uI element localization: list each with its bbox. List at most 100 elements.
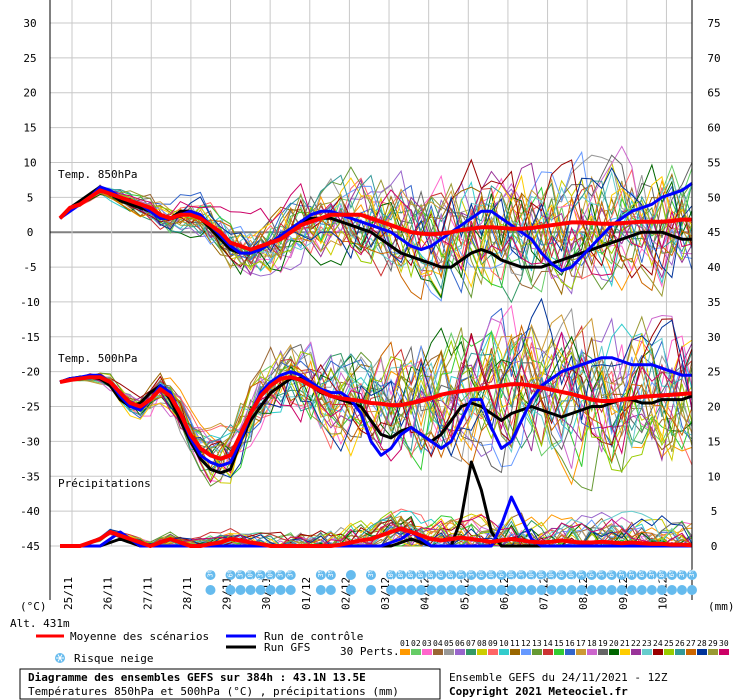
pert-swatch xyxy=(510,649,520,655)
pert-swatch xyxy=(697,649,707,655)
plot-background xyxy=(50,0,692,596)
snow-risk-marker xyxy=(466,570,477,580)
snow-risk-marker xyxy=(566,570,577,580)
snowflake-icon xyxy=(546,585,557,595)
snow-risk-marker xyxy=(616,570,627,580)
pert-swatch xyxy=(609,649,619,655)
snowflake-icon xyxy=(446,585,457,595)
snow-risk-marker xyxy=(676,570,687,580)
left-tick-label: -25 xyxy=(20,401,40,414)
left-unit-label: (°C) xyxy=(20,600,47,613)
snow-risk-marker xyxy=(345,570,356,580)
snow-risk-label: 3% xyxy=(618,568,626,577)
pert-number: 24 xyxy=(653,639,663,648)
legend-pert-numbers: 01 02 03 04 05 06 07 08 09 10 11 12 13 14 15 16 17 18 19 20… xyxy=(400,639,729,655)
pert-swatch xyxy=(477,649,487,655)
label-temp-500: Temp. 500hPa xyxy=(58,352,137,365)
pert-number: 28 xyxy=(697,639,707,648)
pert-swatch xyxy=(411,649,421,655)
right-tick-label: 45 xyxy=(707,226,720,239)
snow-risk-marker xyxy=(205,570,216,580)
label-temp-850: Temp. 850hPa xyxy=(58,168,137,181)
snow-risk-marker xyxy=(365,570,376,580)
pert-swatch xyxy=(620,649,630,655)
pert-swatch xyxy=(587,649,597,655)
snowflake-icon xyxy=(255,585,266,595)
pert-swatch xyxy=(708,649,718,655)
pert-number: 10 xyxy=(499,639,509,648)
snow-risk-marker xyxy=(436,570,447,580)
snowflake-icon xyxy=(325,585,336,595)
snowflake-icon xyxy=(486,585,497,595)
snowflake-icon xyxy=(426,585,437,595)
right-tick-label: 55 xyxy=(707,156,720,169)
member-850-line xyxy=(59,150,693,302)
snowflake-icon xyxy=(576,585,587,595)
pert-swatch xyxy=(675,649,685,655)
snow-risk-label: 3% xyxy=(277,568,285,577)
snow-risk-label: 10% xyxy=(527,568,535,581)
pert-number: 18 xyxy=(587,639,597,648)
date-label: 25/11 xyxy=(62,577,75,610)
snowflake-icon xyxy=(616,585,627,595)
pert-number: 07 xyxy=(466,639,476,648)
left-tick-label: 30 xyxy=(23,17,36,30)
snow-risk-label: 10% xyxy=(507,568,515,581)
right-tick-label: 30 xyxy=(707,331,720,344)
pert-swatch xyxy=(543,649,553,655)
pert-swatch xyxy=(554,649,564,655)
snow-risk-marker xyxy=(646,570,657,580)
member-500-line xyxy=(59,332,693,484)
left-tick-label: -10 xyxy=(20,296,40,309)
left-tick-label: 20 xyxy=(23,87,36,100)
legend-gfs-label: Run GFS xyxy=(264,641,310,654)
snowflake-icon xyxy=(626,585,637,595)
pert-number: 03 xyxy=(422,639,432,648)
pert-number: 20 xyxy=(609,639,619,648)
pert-number: 29 xyxy=(708,639,718,648)
snow-risk-label: 13% xyxy=(457,568,465,581)
pert-number: 02 xyxy=(411,639,421,648)
snowflake-icon xyxy=(386,585,397,595)
member-850-line xyxy=(59,167,693,279)
snow-risk-label: 3% xyxy=(287,568,295,577)
snow-risk-marker xyxy=(235,570,246,580)
snow-risk-label: 3% xyxy=(467,568,475,577)
snow-risk-marker xyxy=(606,570,617,580)
date-label: 03/12 xyxy=(379,577,392,610)
snow-risk-label: 6% xyxy=(638,568,646,577)
snowflake-icon xyxy=(456,585,467,595)
snowflake-icon xyxy=(406,585,417,595)
date-label: 01/12 xyxy=(300,577,313,610)
snow-risk-label: 10% xyxy=(267,568,275,581)
member-500-line xyxy=(59,337,693,459)
snow-risk-label: 10% xyxy=(427,568,435,581)
pert-number: 21 xyxy=(620,639,630,648)
title-box: Diagramme des ensembles GEFS sur 384h : … xyxy=(19,668,441,700)
pert-number: 04 xyxy=(433,639,443,648)
snow-risk-label: 6% xyxy=(227,568,235,577)
snow-risk-marker xyxy=(315,570,326,580)
snow-risk-marker xyxy=(386,570,397,580)
snow-risk-label: 10% xyxy=(417,568,425,581)
snow-risk-marker xyxy=(496,570,507,580)
legend-snow-label: Risque neige xyxy=(74,652,153,665)
snow-risk-label: 6% xyxy=(497,568,505,577)
date-label: 28/11 xyxy=(181,577,194,610)
snow-risk-label: 13% xyxy=(237,568,245,581)
snow-risk-marker xyxy=(656,570,667,580)
snow-risk-label: 6% xyxy=(588,568,596,577)
legend-mean-label: Moyenne des scénarios xyxy=(70,630,209,643)
right-tick-label: 60 xyxy=(707,122,720,135)
left-tick-label: -30 xyxy=(20,435,40,448)
snow-risk-marker xyxy=(255,570,266,580)
right-tick-label: 0 xyxy=(711,540,718,553)
snow-risk-label: 3% xyxy=(317,568,325,577)
snow-risk-label: 10% xyxy=(387,568,395,581)
snow-risk-marker xyxy=(325,570,336,580)
left-tick-label: 5 xyxy=(27,191,34,204)
snowflake-icon xyxy=(275,585,286,595)
pert-swatch xyxy=(686,649,696,655)
snowflake-icon xyxy=(636,585,647,595)
